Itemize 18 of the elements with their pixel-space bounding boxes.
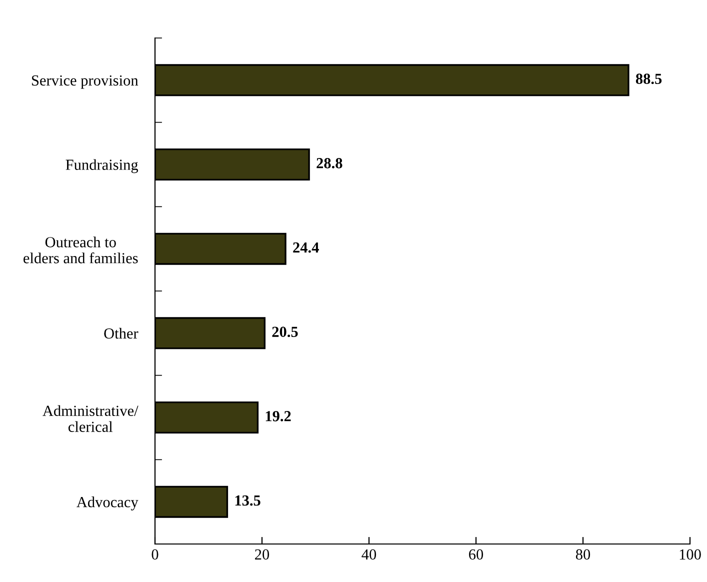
data-label: 19.2 [266,411,291,422]
y-tick-label: Service provision [32,75,138,89]
data-label: 24.4 [293,242,319,253]
x-tick-label: 40 [362,549,376,560]
y-tick-label: Fundraising [66,159,138,174]
x-tick-label: 0 [152,549,158,560]
y-tick-label: Other [104,328,138,339]
data-label: 13.5 [235,495,260,506]
data-label: 28.8 [316,158,342,168]
y-tick-label: Outreach to elders and families [24,236,138,264]
data-label: 20.5 [272,326,298,338]
x-tick-label: 20 [255,549,270,560]
x-tick-label: 100 [680,549,701,560]
y-tick-label: Advocacy [76,496,138,510]
x-tick-label: 60 [469,549,484,560]
data-label: 88.5 [636,74,662,84]
y-tick-label: Administrative/ clerical [42,405,138,432]
x-tick-label: 80 [576,549,590,560]
